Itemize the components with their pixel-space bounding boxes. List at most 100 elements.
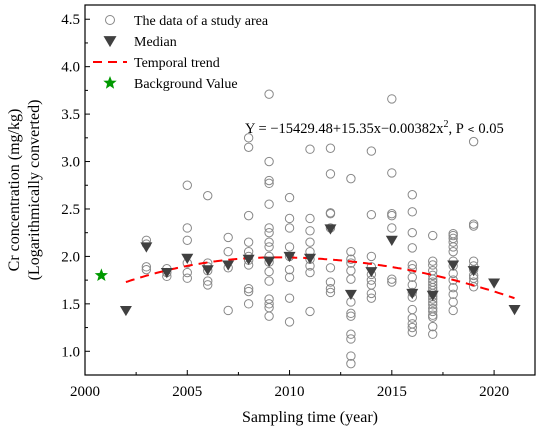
data-point	[305, 306, 315, 317]
median-marker	[344, 289, 357, 301]
x-tick-label-2000: 2000	[70, 384, 100, 400]
x-tick-label-2005: 2005	[172, 384, 202, 400]
data-point	[264, 299, 274, 309]
median-marker	[119, 305, 132, 317]
legend-circle-icon	[105, 15, 115, 25]
data-point	[141, 262, 152, 272]
data-point	[243, 133, 254, 143]
data-point	[305, 267, 315, 278]
x-axis-title: Sampling time (year)	[242, 409, 378, 426]
median-marker	[324, 224, 337, 235]
median-marker	[181, 253, 194, 265]
data-point	[264, 89, 274, 99]
data-point	[305, 213, 315, 224]
plot-border	[84, 4, 536, 376]
legend-item: Temporal trend	[93, 56, 220, 71]
data-point	[407, 243, 417, 253]
data-point	[325, 263, 336, 273]
median-markers	[119, 224, 521, 317]
data-point	[407, 260, 417, 270]
data-point	[325, 143, 336, 153]
equation-suffix: , P﹤0.05	[449, 121, 504, 137]
data-point	[428, 329, 438, 339]
median-marker	[140, 242, 153, 253]
temporal-trend-line	[125, 256, 515, 300]
data-point	[264, 276, 274, 286]
data-point	[346, 351, 356, 361]
background-value-marker	[94, 268, 108, 281]
data-point	[346, 358, 356, 369]
legend-triangle-icon	[103, 36, 117, 48]
data-point	[264, 175, 274, 186]
data-point	[387, 223, 397, 233]
data-point	[243, 246, 254, 257]
data-point	[182, 180, 192, 190]
data-point	[346, 254, 356, 264]
y-tick-label-6: 4.0	[61, 60, 80, 76]
data-point	[346, 274, 356, 284]
data-point	[448, 246, 458, 257]
median-marker	[160, 268, 173, 279]
background-value-star	[94, 268, 108, 281]
data-point	[284, 264, 295, 275]
legend: The data of a study area Median Temporal t…	[93, 14, 269, 92]
legend-label: Background Value	[134, 77, 238, 92]
median-marker	[304, 253, 316, 265]
data-point	[448, 289, 458, 300]
data-point	[243, 283, 254, 294]
data-point	[223, 246, 233, 257]
legend-star-icon	[103, 76, 117, 89]
legend-item: The data of a study area	[105, 14, 269, 29]
y-tick-label-7: 4.5	[61, 12, 80, 28]
y-axis-title-line2: (Logarithmically converted)	[26, 100, 43, 281]
data-point	[346, 246, 356, 257]
y-tick-label-3: 2.5	[61, 202, 80, 218]
data-point	[448, 230, 458, 241]
data-point	[203, 276, 213, 286]
data-point	[264, 294, 274, 304]
y-tick-label-2: 2.0	[61, 249, 80, 265]
data-point	[264, 199, 274, 209]
data-point	[428, 256, 438, 266]
y-tick-label-1: 1.5	[61, 297, 80, 313]
data-point	[448, 237, 458, 247]
median-marker	[426, 290, 439, 302]
data-point	[468, 256, 479, 266]
data-point	[305, 226, 315, 236]
data-point	[284, 293, 295, 303]
data-point	[284, 192, 295, 203]
data-point	[203, 280, 213, 290]
x-tick-label-2015: 2015	[377, 384, 407, 400]
data-point	[387, 209, 397, 219]
data-point	[448, 283, 458, 293]
legend-label: Median	[134, 35, 177, 50]
data-point	[407, 227, 417, 238]
data-point	[305, 237, 315, 247]
data-point	[182, 223, 192, 233]
data-point	[407, 207, 417, 217]
data-point	[182, 267, 192, 278]
data-point	[284, 317, 295, 327]
data-point	[407, 327, 417, 338]
data-point	[366, 251, 377, 262]
data-point	[387, 168, 397, 178]
y-tick-label-0: 1.0	[61, 344, 80, 360]
data-point	[346, 308, 356, 319]
data-point	[182, 235, 192, 245]
legend-label: The data of a study area	[134, 14, 269, 29]
data-point	[264, 227, 274, 238]
data-point	[468, 282, 479, 292]
median-marker	[385, 235, 398, 246]
data-point	[325, 209, 336, 219]
data-point	[264, 242, 274, 252]
data-point	[325, 277, 336, 287]
data-point	[243, 210, 254, 221]
y-tick-label-5: 3.5	[61, 107, 80, 123]
data-point	[223, 232, 233, 243]
data-point	[407, 272, 417, 282]
y-tick-label-4: 3.0	[61, 155, 80, 171]
data-point	[346, 334, 356, 344]
x-tick-label-2010: 2010	[275, 384, 305, 400]
median-marker	[508, 305, 521, 316]
